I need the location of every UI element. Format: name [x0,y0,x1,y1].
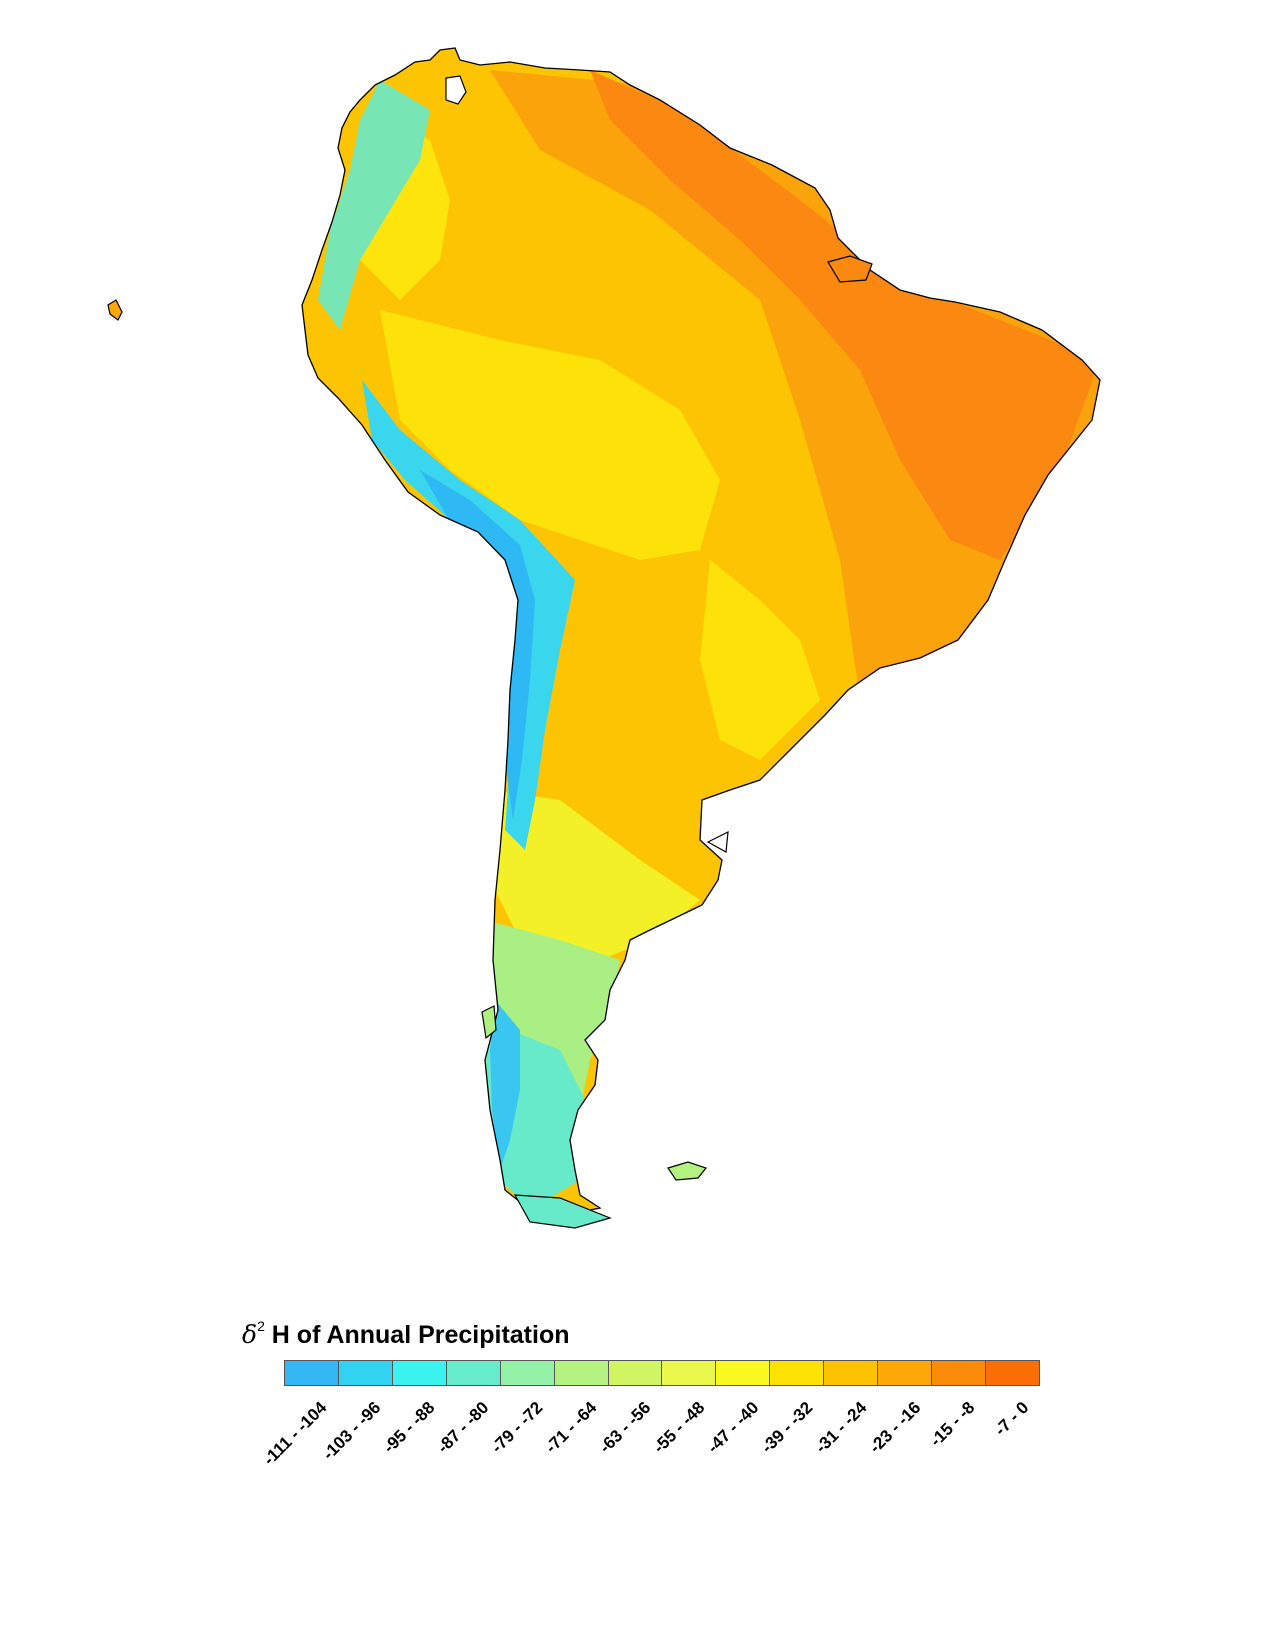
legend-class-label: -63 - -56 [595,1398,655,1457]
legend-swatch [770,1361,825,1385]
legend-class-label: -79 - -72 [487,1398,547,1457]
map-zone-andes-ridge [420,470,535,820]
legend-swatch [985,1361,1039,1385]
legend-title: δ2 H of Annual Precipitation [242,1317,570,1350]
legend-title-superscript: 2 [257,1317,265,1334]
legend-swatch [662,1361,717,1385]
legend-class-label: -7 - 0 [990,1398,1033,1440]
legend-swatch [285,1361,339,1385]
map-zone-northeast-deep-orange [590,70,1100,560]
legend: δ2 H of Annual Precipitation -111 - -104… [0,1317,1275,1540]
tierra-del-fuego [513,1194,612,1229]
legend-class-label: -87 - -80 [433,1398,493,1457]
legend-class-label: -111 - -104 [259,1398,331,1469]
map-zone-central-yellow [380,310,720,560]
legend-swatch [608,1361,663,1385]
rio-de-la-plata-estuary [706,830,729,853]
legend-class-label: -55 - -48 [649,1398,709,1457]
legend-class-label: -71 - -64 [541,1398,601,1457]
continent [107,47,1101,1229]
legend-swatch [932,1361,986,1385]
chiloe-island [481,1005,497,1040]
falkland-islands [667,1161,708,1181]
legend-class-label: -39 - -32 [757,1398,817,1457]
continent-outline [301,47,1101,1216]
legend-swatch [500,1361,555,1385]
south-america-map [107,47,1101,1229]
map-zone-southeast-yellow [700,560,820,760]
legend-swatch [446,1361,501,1385]
legend-class-label: -95 - -88 [379,1398,439,1457]
map-zone-south-yellow [490,790,700,960]
legend-swatch [824,1361,879,1385]
legend-swatch [392,1361,447,1385]
legend-swatch [878,1361,933,1385]
legend-swatch [554,1361,609,1385]
legend-title-symbol: δ [242,1320,258,1349]
map-zone-andes-upper [318,80,430,330]
legend-class-label: -47 - -40 [703,1398,763,1457]
lake-maracaibo [445,75,467,105]
legend-class-label: -15 - -8 [926,1398,979,1451]
galapagos-islands [107,299,123,321]
map-zone-patagonian-andes [490,1000,520,1170]
amazon-delta-island [827,255,873,283]
legend-title-text: H of Annual Precipitation [264,1321,570,1349]
legend-swatch [716,1361,771,1385]
legend-class-label: -31 - -24 [811,1398,871,1457]
legend-swatch [338,1361,393,1385]
map-zone-east-orange [490,70,1100,700]
legend-color-bar [284,1360,1040,1386]
legend-class-label: -103 - -96 [318,1398,385,1464]
legend-class-label: -23 - -16 [865,1398,925,1457]
